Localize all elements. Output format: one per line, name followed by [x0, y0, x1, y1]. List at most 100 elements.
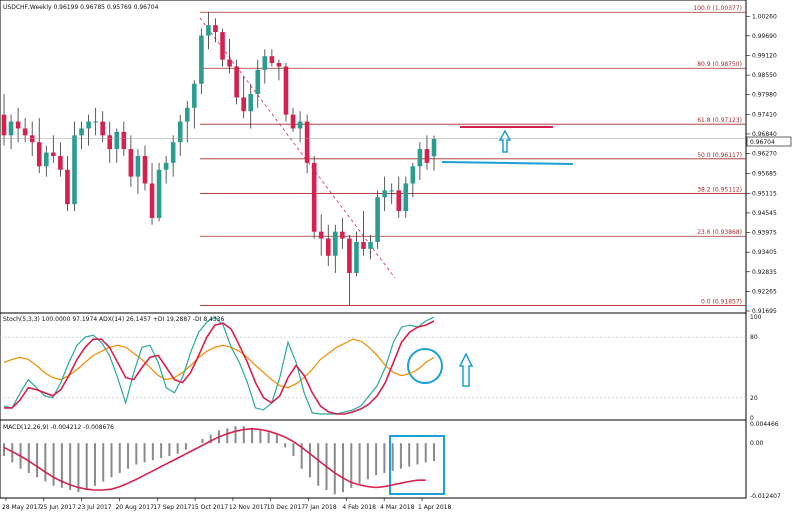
candle-body: [389, 190, 395, 192]
price-tick-label: 0.97980: [752, 92, 777, 99]
candle-body: [318, 231, 324, 239]
candle-body: [396, 190, 402, 212]
current-price-label: 0.96704: [750, 139, 775, 146]
date-tick-label: 4 Feb 2018: [342, 504, 376, 511]
price-tick-label: 0.95685: [752, 171, 777, 178]
candle-body: [177, 121, 183, 143]
price-tick-label: 0.96840: [752, 131, 777, 138]
candle-body: [22, 128, 28, 136]
candle-body: [354, 242, 359, 273]
current-price-badge: 0.96704: [746, 136, 792, 147]
price-tick-label: 0.93975: [752, 230, 777, 237]
candle-body: [311, 162, 317, 232]
candle-body: [163, 162, 169, 170]
candle-body: [220, 32, 225, 60]
candle-body: [410, 166, 416, 184]
chart-title: USDCHF,Weekly 0.96199 0.96785 0.95769 0.…: [3, 4, 159, 11]
price-panel[interactable]: [0, 0, 747, 314]
stoch-label: Stoch(5,3,3) 100.0000 97.1974 ADX(14) 26…: [3, 316, 225, 323]
stoch-tick-label: 80: [750, 334, 758, 341]
candle-body: [93, 121, 98, 123]
date-tick-label: 25 Jun 2017: [40, 504, 76, 511]
candle-body: [234, 66, 239, 98]
candle-body: [255, 69, 261, 95]
candle-body: [347, 238, 352, 273]
stoch-panel[interactable]: [0, 312, 747, 421]
macd-tick-label: 0.00: [750, 440, 764, 447]
price-tick-label: 1.00260: [752, 13, 777, 20]
candle-body: [403, 183, 409, 212]
price-tick-label: 0.91695: [752, 308, 777, 315]
candle-body: [1, 114, 7, 136]
price-tick-label: 0.99690: [752, 33, 777, 40]
candle-body: [417, 149, 423, 167]
candles: [0, 12, 746, 306]
date-tick-label: 1 Apr 2018: [418, 504, 451, 511]
candle-body: [431, 138, 437, 157]
date-tick-label: 7 Jan 2018: [305, 504, 337, 511]
price-tick-label: 0.99120: [752, 52, 777, 59]
candle-body: [86, 121, 91, 129]
candle-body: [325, 238, 331, 256]
stoch-signal-line: [4, 320, 435, 415]
candle-body: [135, 155, 141, 177]
date-tick-label: 15 Oct 2017: [191, 504, 228, 511]
up-arrow-icon: [458, 352, 474, 387]
candle-body: [8, 121, 14, 136]
candle-body: [269, 56, 275, 64]
candle-body: [114, 131, 120, 150]
stoch-circle-highlight: [407, 348, 443, 384]
candle-body: [340, 231, 345, 239]
price-tick-label: 0.92265: [752, 288, 777, 295]
candle-body: [43, 152, 49, 167]
candle-body: [213, 25, 218, 33]
candle-body: [290, 114, 296, 129]
candle-body: [142, 155, 148, 184]
candle-body: [199, 35, 204, 84]
candle-body: [107, 135, 113, 150]
date-tick-label: 12 Nov 2017: [229, 504, 268, 511]
price-tick-label: 0.96270: [752, 151, 777, 158]
candle-body: [128, 149, 134, 177]
candle-body: [283, 66, 289, 115]
date-tick-label: 17 Sep 2017: [153, 504, 191, 511]
fib-label: 23.6 (0.93868): [697, 229, 742, 236]
candle-body: [333, 231, 338, 256]
price-tick-label: 0.98550: [752, 72, 777, 79]
candle-body: [100, 121, 105, 136]
stoch-tick-label: 0: [750, 415, 754, 422]
fib-label: 38.2 (0.95112): [697, 186, 742, 193]
candle-body: [156, 169, 162, 218]
fib-label: 50.0 (0.96117): [697, 152, 742, 159]
stoch-tick-label: 100: [750, 314, 762, 321]
candle-body: [15, 121, 21, 129]
candle-body: [79, 128, 84, 136]
stoch-main-line: [3, 316, 435, 415]
candle-body: [361, 242, 366, 249]
candle-body: [241, 97, 246, 112]
fibonacci-levels: 100.0 (1.00377) 80.9 (0.98750) 61.8 (0.971…: [200, 5, 746, 306]
price-tick-label: 0.93405: [752, 249, 777, 256]
candle-body: [121, 131, 127, 150]
candle-body: [368, 242, 373, 249]
macd-tick-label: -0.012407: [750, 493, 781, 500]
support-marker-line: [441, 161, 574, 165]
candle-body: [170, 142, 176, 163]
price-tick-label: 0.95115: [752, 190, 777, 197]
candle-body: [51, 152, 56, 156]
macd-bars: [3, 426, 435, 495]
axes: 1.00260 0.99690 0.99120 0.98550 0.97980 0.974…: [2, 13, 781, 511]
price-tick-label: 0.92835: [752, 269, 777, 276]
candle-body: [248, 94, 254, 112]
annotations: [389, 126, 574, 495]
candle-body: [206, 25, 211, 36]
fib-trendline: [199, 17, 396, 279]
candle-body: [184, 107, 190, 122]
macd-label: MACD(12,26,9) -0.004212 -0.008676: [3, 424, 114, 431]
candle-body: [227, 59, 232, 67]
date-tick-label: 20 Aug 2017: [115, 504, 154, 511]
fib-label: 80.9 (0.98750): [697, 61, 742, 68]
candle-body: [36, 142, 42, 167]
candle-body: [72, 135, 77, 205]
